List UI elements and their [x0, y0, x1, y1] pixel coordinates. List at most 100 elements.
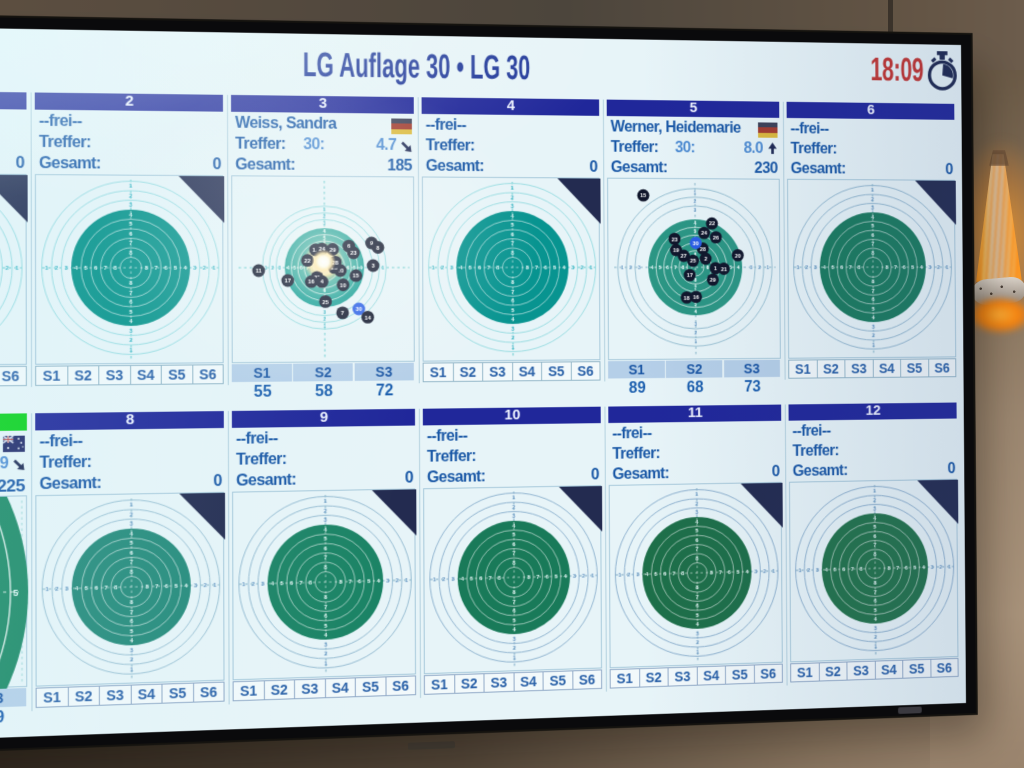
svg-text:7: 7: [324, 555, 328, 562]
svg-text:3: 3: [324, 517, 328, 524]
svg-text:1: 1: [772, 568, 776, 575]
svg-text:7: 7: [299, 580, 303, 587]
svg-text:4: 4: [512, 523, 516, 530]
svg-text:4: 4: [873, 515, 877, 521]
svg-text:5: 5: [130, 628, 134, 635]
svg-text:3: 3: [928, 265, 932, 271]
svg-text:2: 2: [580, 265, 584, 272]
svg-text:8: 8: [376, 246, 380, 252]
svg-text:4: 4: [513, 627, 517, 634]
svg-text:5: 5: [873, 524, 877, 530]
svg-text:1: 1: [874, 644, 878, 651]
svg-text:24: 24: [701, 231, 708, 237]
svg-text:1: 1: [511, 344, 515, 351]
svg-text:2: 2: [511, 195, 515, 202]
svg-text:7: 7: [104, 265, 108, 272]
svg-text:5: 5: [831, 265, 835, 271]
svg-text:6: 6: [905, 565, 909, 571]
svg-text:4: 4: [651, 265, 654, 271]
svg-text:7: 7: [694, 245, 697, 251]
svg-text:3: 3: [872, 324, 876, 330]
svg-text:8: 8: [872, 279, 876, 285]
svg-text:5: 5: [874, 607, 878, 613]
svg-text:2: 2: [323, 317, 326, 323]
svg-text:3: 3: [750, 265, 753, 271]
svg-text:4: 4: [694, 221, 697, 227]
svg-text:7: 7: [513, 599, 517, 606]
svg-text:7: 7: [511, 289, 515, 296]
svg-text:7: 7: [695, 546, 699, 553]
svg-text:8: 8: [706, 265, 709, 271]
svg-text:4: 4: [130, 531, 134, 538]
svg-text:2: 2: [130, 512, 134, 519]
svg-text:7: 7: [536, 574, 540, 581]
svg-text:2: 2: [512, 504, 516, 511]
svg-text:6: 6: [347, 244, 351, 250]
svg-text:11: 11: [256, 269, 263, 275]
svg-text:4: 4: [562, 265, 566, 272]
svg-text:8: 8: [873, 551, 877, 557]
svg-text:1: 1: [324, 661, 328, 668]
svg-text:1: 1: [871, 187, 875, 193]
svg-text:1: 1: [798, 568, 802, 575]
svg-text:1: 1: [130, 502, 134, 509]
svg-text:23: 23: [672, 237, 679, 243]
svg-text:3: 3: [694, 208, 697, 214]
svg-text:1: 1: [129, 183, 133, 190]
svg-text:4: 4: [920, 265, 924, 271]
svg-text:2: 2: [582, 573, 586, 580]
svg-text:2: 2: [441, 265, 445, 272]
svg-text:1: 1: [513, 655, 517, 662]
svg-text:25: 25: [690, 259, 697, 265]
svg-text:4: 4: [129, 318, 133, 325]
svg-text:7: 7: [349, 579, 353, 586]
svg-text:2: 2: [323, 214, 326, 220]
svg-text:1: 1: [432, 265, 436, 272]
svg-text:7: 7: [130, 609, 134, 616]
svg-text:2: 2: [694, 331, 697, 337]
svg-text:8: 8: [511, 250, 515, 257]
svg-text:1: 1: [618, 572, 622, 579]
svg-text:6: 6: [694, 237, 697, 243]
svg-text:5: 5: [469, 265, 473, 272]
svg-text:7: 7: [874, 589, 878, 595]
svg-text:8: 8: [498, 575, 502, 582]
svg-text:3: 3: [816, 567, 820, 574]
svg-text:8: 8: [130, 569, 134, 576]
svg-text:1: 1: [511, 185, 515, 192]
svg-text:6: 6: [663, 571, 667, 578]
svg-text:7: 7: [849, 265, 853, 271]
svg-text:8: 8: [114, 265, 118, 272]
svg-text:8: 8: [512, 560, 516, 567]
svg-text:8: 8: [682, 265, 685, 271]
svg-text:2: 2: [939, 564, 943, 570]
svg-text:4: 4: [694, 309, 697, 315]
svg-text:3: 3: [511, 204, 515, 211]
svg-text:2: 2: [874, 635, 878, 642]
svg-text:7: 7: [719, 570, 723, 577]
svg-text:4: 4: [745, 569, 749, 576]
svg-text:1: 1: [405, 577, 409, 584]
svg-text:20: 20: [735, 254, 742, 260]
svg-text:8: 8: [526, 265, 530, 272]
svg-text:6: 6: [164, 265, 168, 272]
svg-text:3: 3: [386, 578, 390, 585]
svg-text:4: 4: [323, 302, 326, 308]
svg-text:7: 7: [129, 240, 133, 247]
svg-text:8: 8: [145, 584, 149, 591]
svg-text:5: 5: [511, 222, 515, 229]
svg-text:5: 5: [130, 540, 134, 547]
svg-text:6: 6: [728, 570, 732, 577]
svg-text:2: 2: [805, 265, 809, 271]
svg-text:8: 8: [324, 564, 328, 571]
svg-text:1: 1: [694, 191, 697, 197]
svg-text:8: 8: [527, 574, 531, 581]
svg-text:6: 6: [511, 232, 515, 239]
svg-text:6: 6: [840, 265, 844, 271]
svg-text:4: 4: [459, 265, 463, 272]
svg-text:2: 2: [55, 265, 59, 272]
svg-text:3: 3: [873, 506, 877, 512]
svg-text:1: 1: [948, 564, 952, 570]
svg-text:1: 1: [695, 340, 698, 346]
svg-text:2: 2: [204, 582, 208, 589]
